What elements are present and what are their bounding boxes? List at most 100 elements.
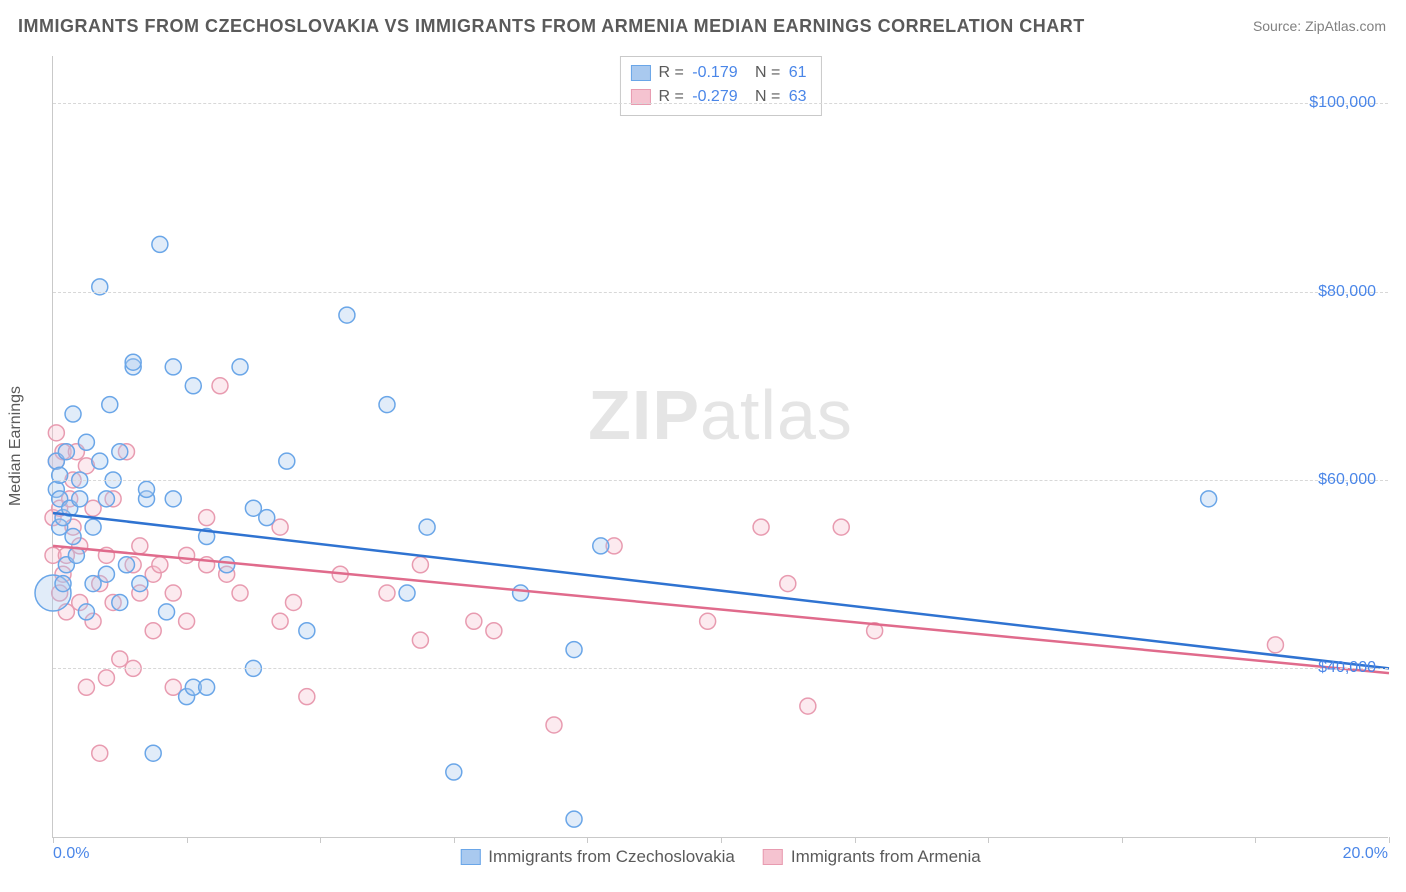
gridline xyxy=(53,480,1388,481)
scatter-point xyxy=(546,717,562,733)
y-axis-title: Median Earnings xyxy=(7,386,25,506)
gridline xyxy=(53,668,1388,669)
scatter-point xyxy=(145,745,161,761)
scatter-point xyxy=(199,679,215,695)
scatter-point xyxy=(165,585,181,601)
x-tick xyxy=(320,837,321,843)
scatter-point xyxy=(299,623,315,639)
scatter-point xyxy=(118,557,134,573)
scatter-point xyxy=(513,585,529,601)
scatter-point xyxy=(125,354,141,370)
scatter-point xyxy=(152,236,168,252)
scatter-point xyxy=(185,378,201,394)
scatter-point xyxy=(92,453,108,469)
scatter-point xyxy=(593,538,609,554)
scatter-point xyxy=(419,519,435,535)
scatter-point xyxy=(165,491,181,507)
x-tick xyxy=(454,837,455,843)
scatter-point xyxy=(145,623,161,639)
legend-item: Immigrants from Armenia xyxy=(763,847,981,867)
x-tick xyxy=(587,837,588,843)
scatter-point xyxy=(65,406,81,422)
x-tick xyxy=(855,837,856,843)
gridline xyxy=(53,292,1388,293)
scatter-point xyxy=(446,764,462,780)
legend-swatch xyxy=(630,65,650,81)
x-axis-label: 0.0% xyxy=(53,845,89,863)
legend-label: Immigrants from Armenia xyxy=(791,847,981,867)
scatter-point xyxy=(412,632,428,648)
source-attribution: Source: ZipAtlas.com xyxy=(1253,18,1386,34)
scatter-point xyxy=(800,698,816,714)
scatter-point xyxy=(65,529,81,545)
scatter-point xyxy=(486,623,502,639)
scatter-point xyxy=(279,453,295,469)
scatter-point xyxy=(212,378,228,394)
scatter-point xyxy=(152,557,168,573)
scatter-point xyxy=(466,613,482,629)
scatter-point xyxy=(1201,491,1217,507)
scatter-point xyxy=(58,444,74,460)
source-label: Source: xyxy=(1253,18,1301,34)
x-tick xyxy=(988,837,989,843)
scatter-point xyxy=(272,613,288,629)
legend-swatch xyxy=(763,849,783,865)
chart-svg xyxy=(53,56,1388,837)
scatter-point xyxy=(132,538,148,554)
x-tick xyxy=(1122,837,1123,843)
scatter-point xyxy=(92,745,108,761)
scatter-point xyxy=(339,307,355,323)
scatter-point xyxy=(85,519,101,535)
scatter-point xyxy=(78,679,94,695)
scatter-point xyxy=(285,594,301,610)
scatter-point xyxy=(232,585,248,601)
correlation-legend-row: R = -0.279 N = 63 xyxy=(630,85,810,109)
plot-area: ZIPatlas R = -0.179 N = 61R = -0.279 N =… xyxy=(52,56,1388,838)
scatter-point xyxy=(179,547,195,563)
scatter-point xyxy=(259,510,275,526)
scatter-point xyxy=(700,613,716,629)
scatter-point xyxy=(412,557,428,573)
scatter-point xyxy=(72,491,88,507)
scatter-point xyxy=(379,585,395,601)
series-legend: Immigrants from Czechoslovakia Immigrants… xyxy=(460,847,980,867)
scatter-point xyxy=(98,491,114,507)
legend-label: Immigrants from Czechoslovakia xyxy=(488,847,735,867)
scatter-point xyxy=(159,604,175,620)
scatter-point xyxy=(112,594,128,610)
regression-line xyxy=(53,513,1389,668)
scatter-point xyxy=(232,359,248,375)
correlation-text: R = -0.279 N = 63 xyxy=(658,85,810,109)
scatter-point xyxy=(112,444,128,460)
scatter-point xyxy=(753,519,769,535)
scatter-point xyxy=(132,576,148,592)
scatter-point xyxy=(78,434,94,450)
scatter-point xyxy=(199,510,215,526)
x-tick xyxy=(53,837,54,843)
legend-item: Immigrants from Czechoslovakia xyxy=(460,847,735,867)
scatter-point xyxy=(379,397,395,413)
scatter-point xyxy=(566,811,582,827)
scatter-point xyxy=(48,425,64,441)
y-tick-label: $40,000 xyxy=(1318,659,1376,677)
y-tick-label: $80,000 xyxy=(1318,283,1376,301)
scatter-point xyxy=(102,397,118,413)
gridline xyxy=(53,103,1388,104)
x-tick xyxy=(721,837,722,843)
y-tick-label: $100,000 xyxy=(1309,94,1376,112)
scatter-point xyxy=(139,481,155,497)
x-tick xyxy=(187,837,188,843)
source-value: ZipAtlas.com xyxy=(1305,18,1386,34)
x-tick xyxy=(1389,837,1390,843)
legend-swatch xyxy=(460,849,480,865)
correlation-legend: R = -0.179 N = 61R = -0.279 N = 63 xyxy=(619,56,821,116)
scatter-point xyxy=(78,604,94,620)
scatter-point xyxy=(566,642,582,658)
x-tick xyxy=(1255,837,1256,843)
scatter-point xyxy=(98,566,114,582)
scatter-point xyxy=(219,557,235,573)
correlation-legend-row: R = -0.179 N = 61 xyxy=(630,61,810,85)
chart-title: IMMIGRANTS FROM CZECHOSLOVAKIA VS IMMIGR… xyxy=(18,16,1085,37)
scatter-point xyxy=(1267,637,1283,653)
scatter-point xyxy=(179,613,195,629)
